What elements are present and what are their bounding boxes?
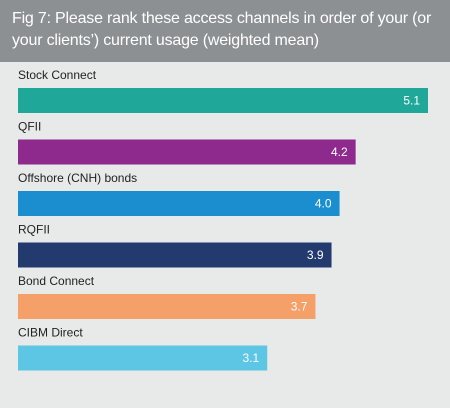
chart-title: Fig 7: Please rank these access channels… [0,0,450,62]
value-label: 5.1 [403,94,420,108]
value-label: 3.1 [243,351,260,365]
category-label: RQFII [18,223,50,237]
bar [18,294,316,319]
bar [18,191,340,216]
bar [18,242,332,268]
value-label: 4.2 [331,145,348,159]
bar [18,88,428,113]
bar [18,345,268,371]
value-label: 3.7 [291,300,308,314]
category-label: CIBM Direct [18,326,83,340]
category-label: QFII [18,120,41,134]
plot: Stock Connect 5.1 QFII 4.2 Offshore (CNH) bo… [18,68,428,371]
category-label: Offshore (CNH) bonds [18,171,137,185]
value-label: 3.9 [307,248,324,262]
value-label: 4.0 [315,197,332,211]
category-label: Bond Connect [18,274,95,288]
bar [18,139,356,165]
category-label: Stock Connect [18,68,97,82]
